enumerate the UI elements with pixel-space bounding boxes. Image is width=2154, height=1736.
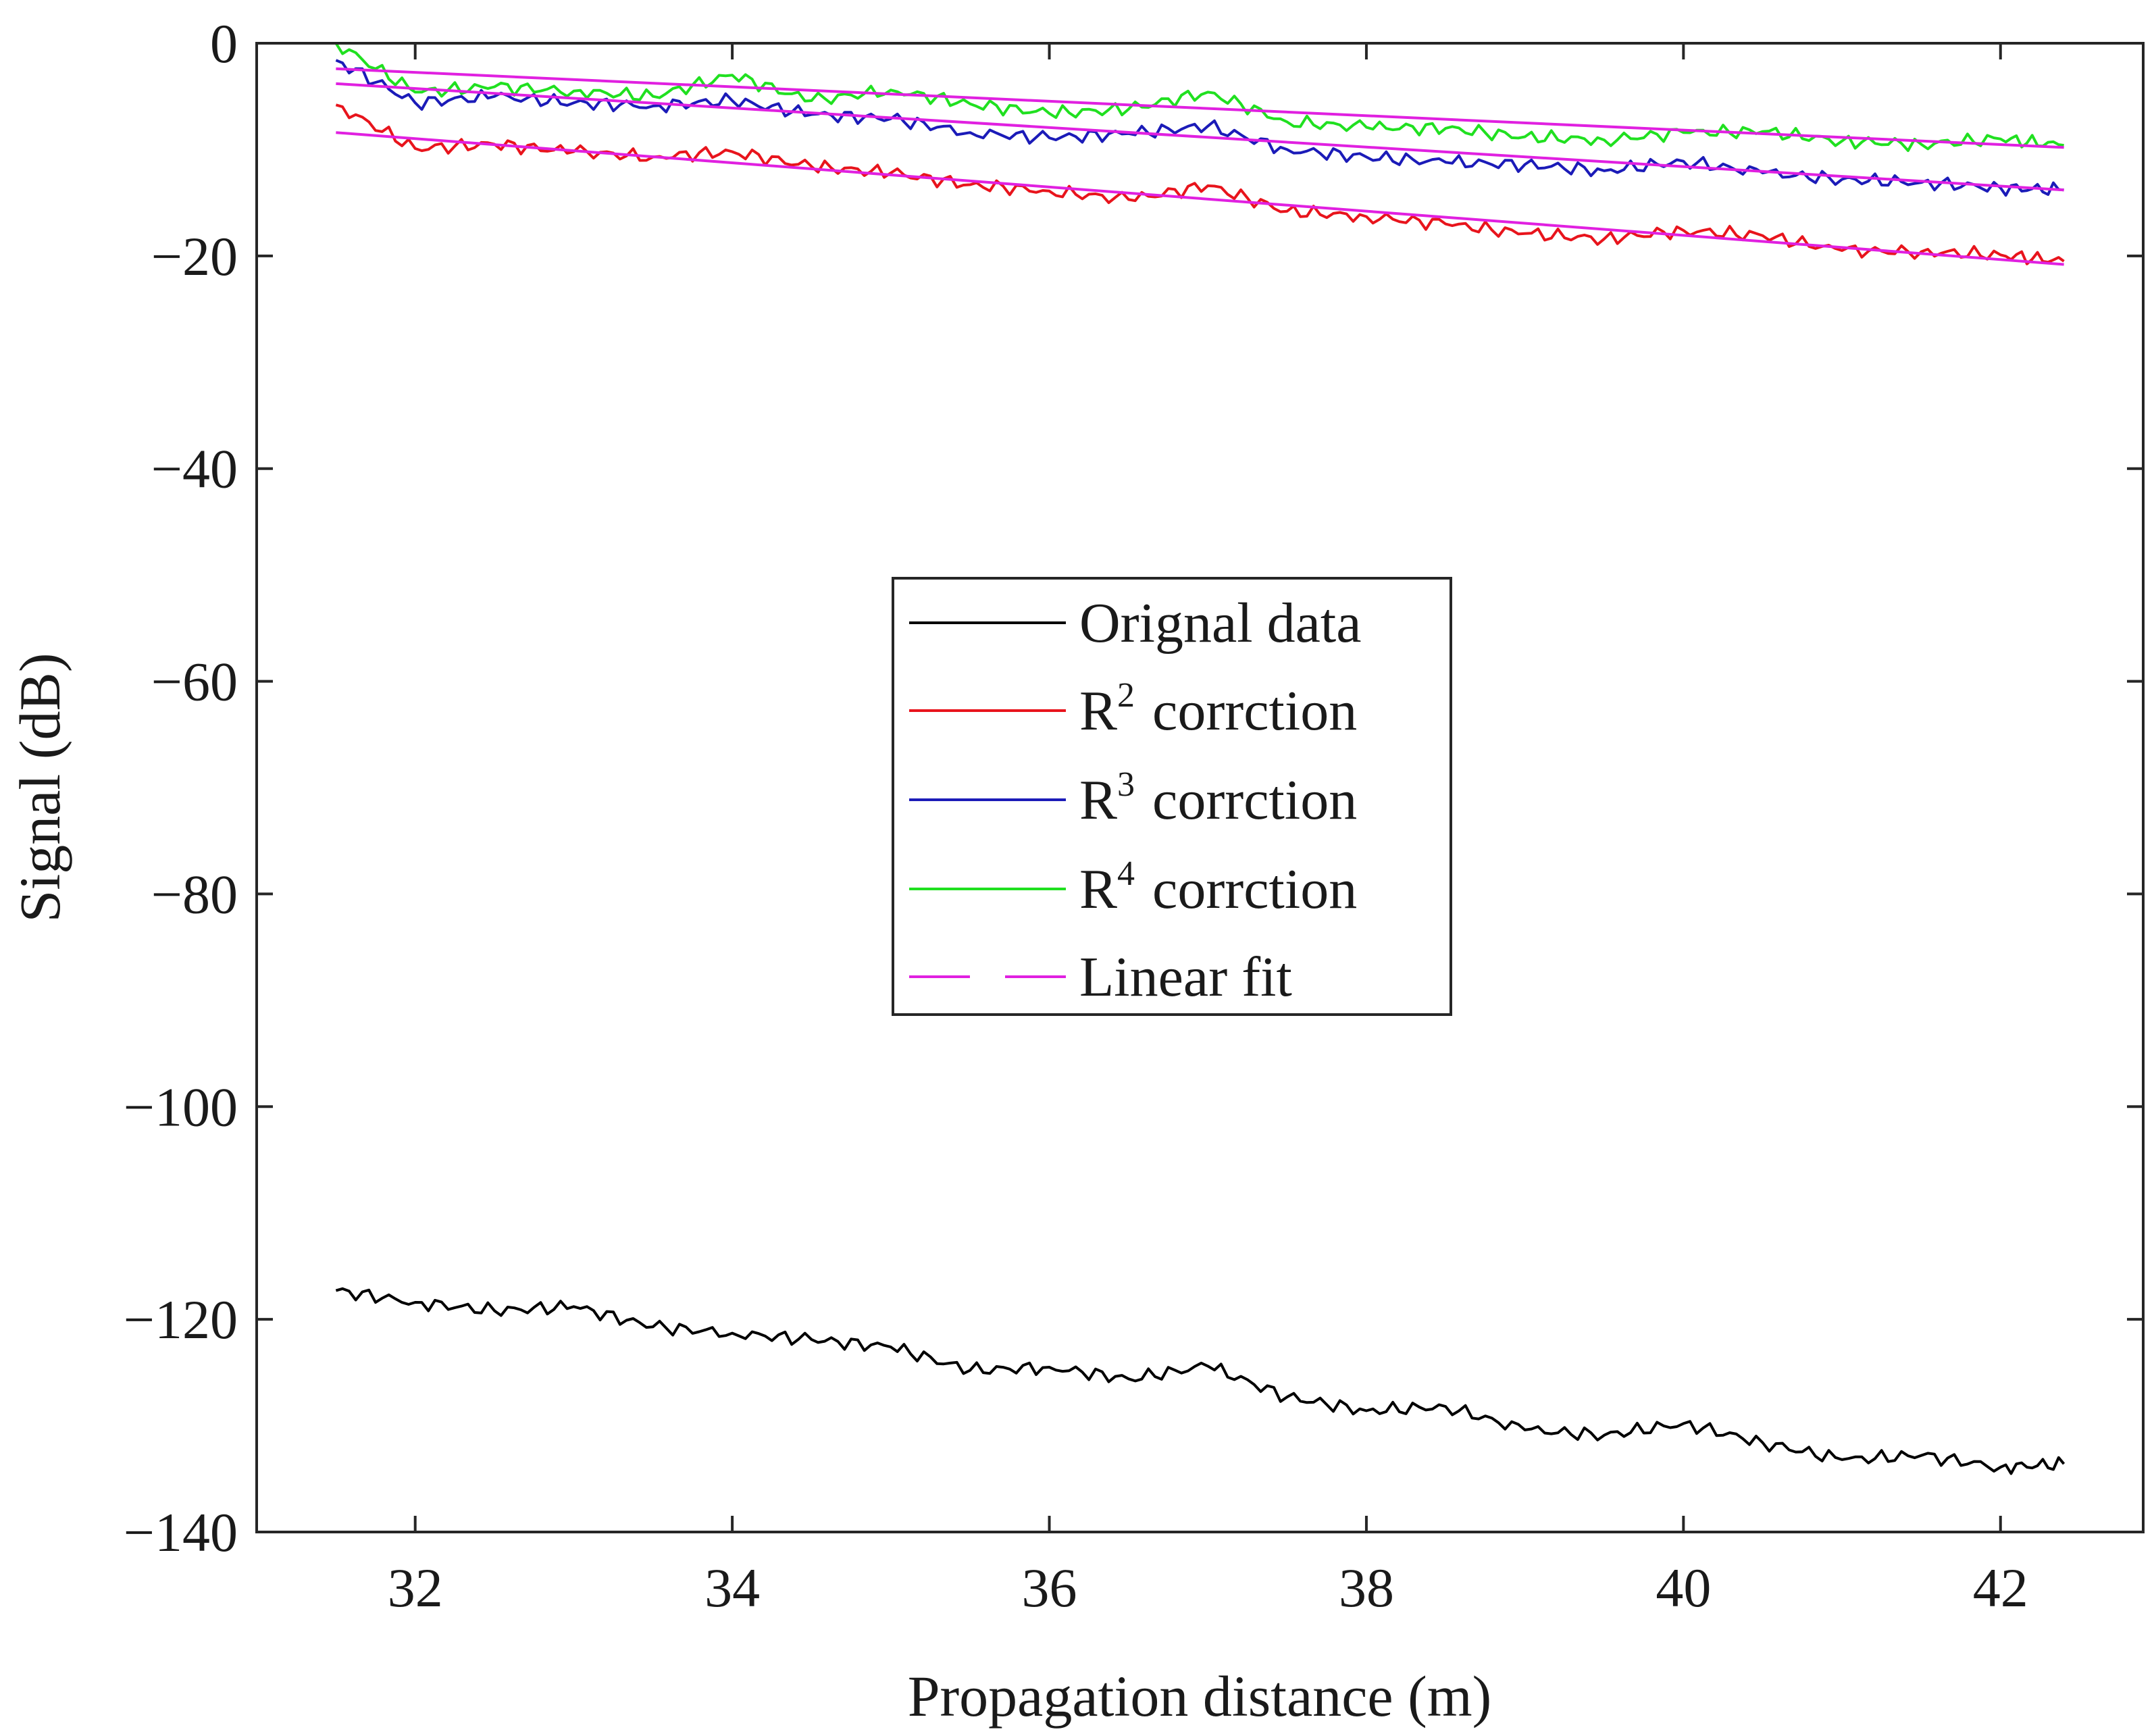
y-tick-label: −140 [124, 1502, 238, 1563]
legend-item-r4-corrction: R4 corrction [909, 854, 1357, 921]
legend-label: Linear fit [1079, 946, 1292, 1009]
x-tick-label: 32 [388, 1557, 443, 1618]
plot-area-frame [255, 42, 2145, 1533]
legend-item-r2-corrction: R2 corrction [909, 676, 1357, 742]
x-tick-label: 42 [1973, 1557, 2028, 1618]
legend-items: Orignal data R2 corrction R3 corrction R4 corr… [909, 592, 1362, 1009]
legend-item-linear-fit: Linear fit [909, 946, 1292, 1009]
y-tick-label: 0 [210, 13, 238, 74]
legend-label: Orignal data [1079, 592, 1362, 655]
y-tick-label: −20 [151, 226, 238, 287]
y-axis-label: Signal (dB) [7, 653, 72, 923]
linear-fit-line-r2-corrction [336, 131, 2064, 266]
y-tick-label: −120 [124, 1289, 238, 1350]
y-tick-label: −60 [151, 651, 238, 713]
series-line-orignal-data [335, 1287, 2066, 1475]
legend-box [892, 577, 1452, 1016]
linear-fit-line-r4-corrction [336, 67, 2064, 149]
x-axis-ticks: 32 34 36 38 40 42 [388, 43, 2028, 1618]
legend-label: R2 corrction [1079, 676, 1357, 742]
legend-label: R4 corrction [1079, 854, 1357, 921]
y-tick-label: −80 [151, 863, 238, 925]
y-tick-label: −100 [124, 1076, 238, 1138]
fit-layer [336, 67, 2064, 266]
y-axis-ticks: 0 −20 −40 −60 −80 −100 −120 −140 [124, 13, 2143, 1563]
x-tick-label: 34 [704, 1557, 760, 1618]
legend: Orignal data R2 corrction R3 corrction R4 corr… [892, 577, 1452, 1016]
series-line-r4-corrction [334, 42, 2064, 152]
linear-fit-line-r3-corrction [336, 82, 2064, 192]
x-tick-label: 40 [1656, 1557, 1711, 1618]
legend-item-orignal-data: Orignal data [909, 592, 1362, 655]
x-tick-label: 36 [1022, 1557, 1077, 1618]
x-axis-label: Propagation distance (m) [908, 1664, 1492, 1729]
x-tick-label: 38 [1339, 1557, 1394, 1618]
legend-item-r3-corrction: R3 corrction [909, 765, 1357, 832]
legend-label: R3 corrction [1079, 765, 1357, 832]
y-tick-label: −40 [151, 438, 238, 500]
